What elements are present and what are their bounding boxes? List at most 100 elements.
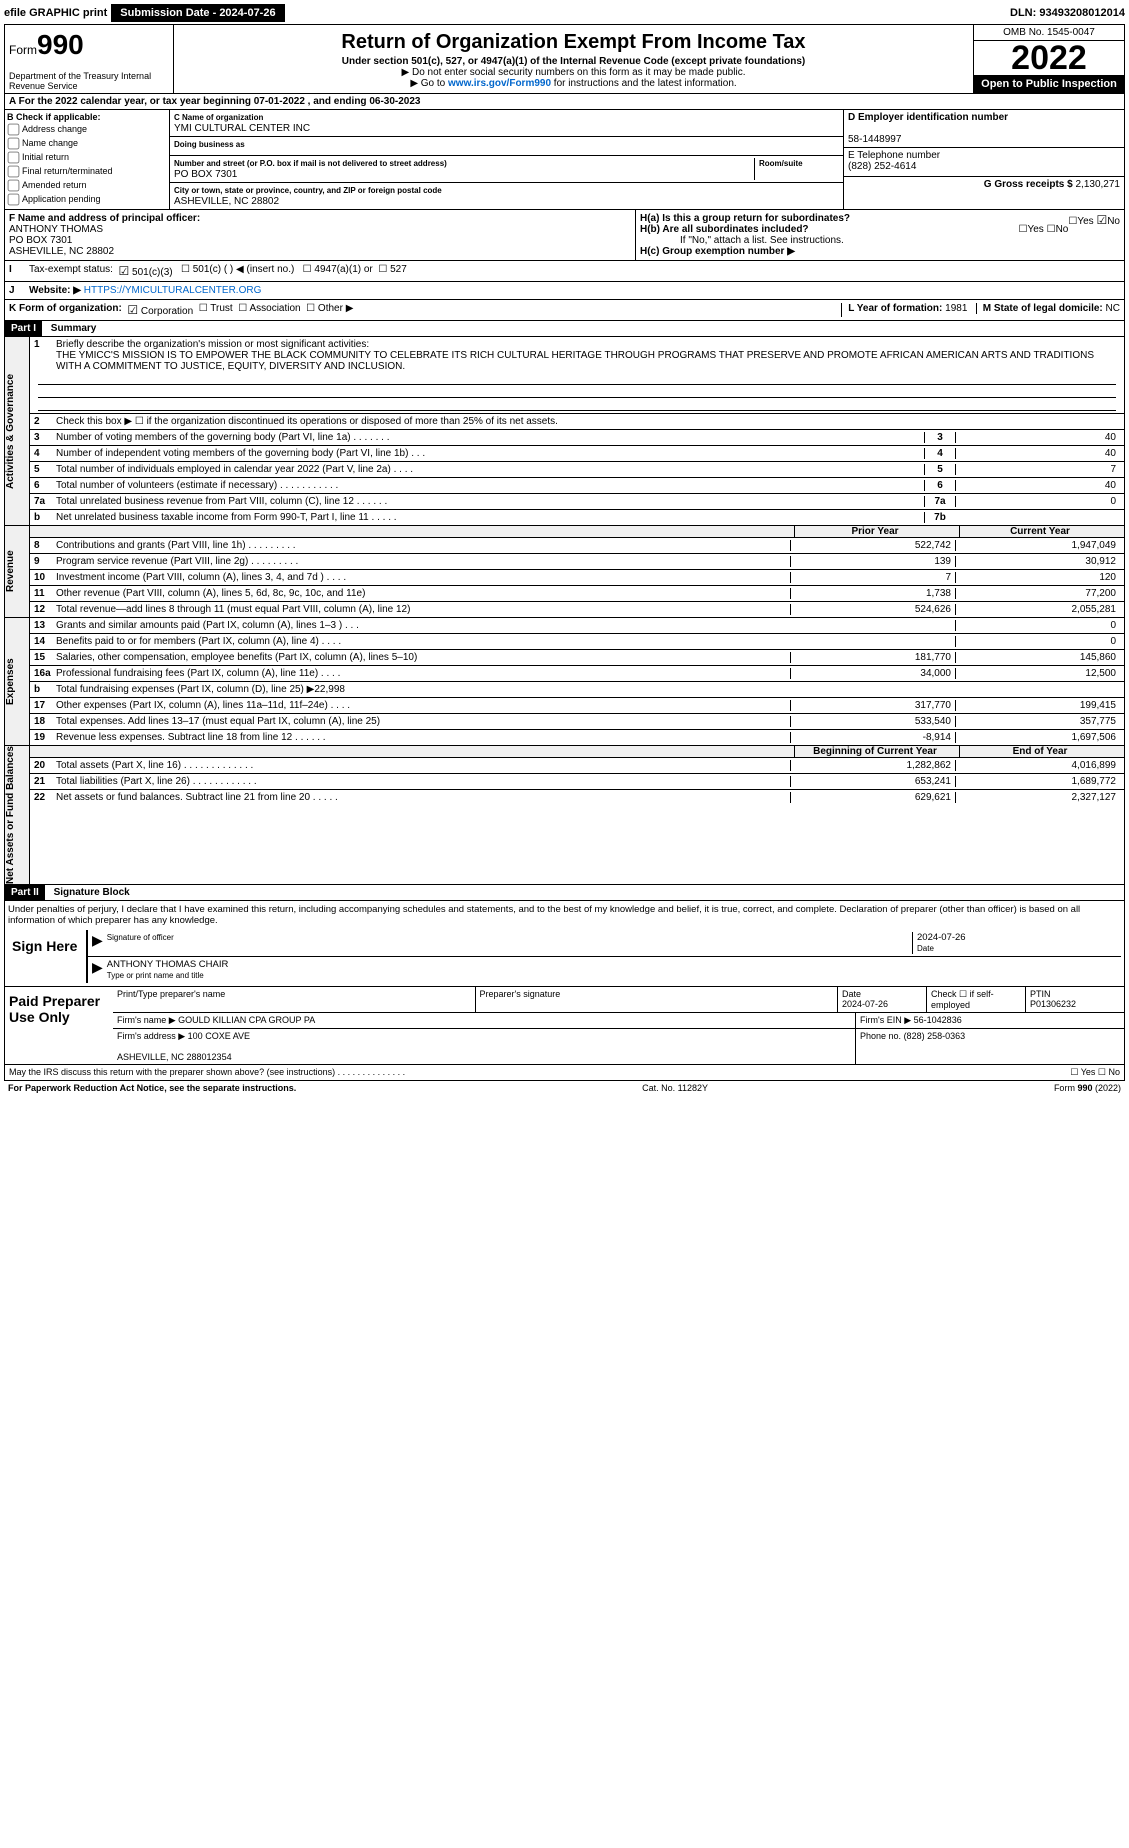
summary-line: 21Total liabilities (Part X, line 26) . … — [30, 774, 1124, 790]
submission-date-button[interactable]: Submission Date - 2024-07-26 — [111, 4, 284, 22]
vtab-netassets: Net Assets or Fund Balances — [5, 746, 30, 884]
vtab-expenses: Expenses — [5, 618, 30, 745]
summary-line: 12Total revenue—add lines 8 through 11 (… — [30, 602, 1124, 617]
header-left: Form990 Department of the Treasury Inter… — [5, 25, 174, 93]
summary-governance: Activities & Governance 1Briefly describ… — [4, 337, 1125, 526]
summary-line: 3Number of voting members of the governi… — [30, 430, 1124, 446]
summary-line: 9Program service revenue (Part VIII, lin… — [30, 554, 1124, 570]
summary-expenses: Expenses 13Grants and similar amounts pa… — [4, 618, 1125, 746]
col-deg: D Employer identification number58-14489… — [843, 110, 1124, 209]
org-name: YMI CULTURAL CENTER INC — [174, 123, 310, 134]
form-footer: Form 990 (2022) — [1054, 1083, 1121, 1093]
header-mid: Return of Organization Exempt From Incom… — [174, 25, 973, 93]
chk-final[interactable]: Final return/terminated — [7, 165, 167, 178]
goto-note: ▶ Go to www.irs.gov/Form990 for instruct… — [178, 78, 969, 89]
col-b: B Check if applicable: Address change Na… — [5, 110, 170, 209]
prep-label: Paid Preparer Use Only — [5, 987, 113, 1064]
summary-line: bNet unrelated business taxable income f… — [30, 510, 1124, 525]
summary-line: 5Total number of individuals employed in… — [30, 462, 1124, 478]
summary-line: 2Check this box ▶ ☐ if the organization … — [30, 414, 1124, 430]
firm-name: GOULD KILLIAN CPA GROUP PA — [178, 1015, 315, 1025]
section-f-h: F Name and address of principal officer:… — [4, 210, 1125, 261]
k-assoc[interactable]: ☐ Association — [238, 303, 300, 317]
header: Form990 Department of the Treasury Inter… — [4, 24, 1125, 94]
ptin: P01306232 — [1030, 999, 1076, 1009]
firm-ein: 56-1042836 — [914, 1015, 962, 1025]
summary-line: 11Other revenue (Part VIII, column (A), … — [30, 586, 1124, 602]
vtab-governance: Activities & Governance — [5, 337, 30, 525]
footer-row: For Paperwork Reduction Act Notice, see … — [4, 1081, 1125, 1095]
row-a: A For the 2022 calendar year, or tax yea… — [4, 94, 1125, 110]
summary-line: bTotal fundraising expenses (Part IX, co… — [30, 682, 1124, 698]
summary-line: 20Total assets (Part X, line 16) . . . .… — [30, 758, 1124, 774]
summary-line: 4Number of independent voting members of… — [30, 446, 1124, 462]
chk-address[interactable]: Address change — [7, 123, 167, 136]
summary-line: 22Net assets or fund balances. Subtract … — [30, 790, 1124, 805]
chk-initial[interactable]: Initial return — [7, 151, 167, 164]
discuss-yn[interactable]: ☐ Yes ☐ No — [1070, 1067, 1120, 1078]
discuss-row: May the IRS discuss this return with the… — [4, 1065, 1125, 1081]
form-subtitle: Under section 501(c), 527, or 4947(a)(1)… — [178, 56, 969, 67]
firm-phone: (828) 258-0363 — [904, 1031, 966, 1041]
summary-line: 17Other expenses (Part IX, column (A), l… — [30, 698, 1124, 714]
header-right: OMB No. 1545-0047 2022 Open to Public In… — [973, 25, 1124, 93]
form-title: Return of Organization Exempt From Incom… — [178, 31, 969, 54]
sign-date: 2024-07-26 — [917, 932, 966, 943]
summary-line: 7aTotal unrelated business revenue from … — [30, 494, 1124, 510]
col-f: F Name and address of principal officer:… — [5, 210, 636, 260]
open-public: Open to Public Inspection — [974, 75, 1124, 93]
summary-line: 16aProfessional fundraising fees (Part I… — [30, 666, 1124, 682]
tax-status-501c3[interactable]: ☑ 501(c)(3) — [118, 264, 172, 278]
summary-netassets: Net Assets or Fund Balances Beginning of… — [4, 746, 1125, 885]
website-link[interactable]: HTTPS://YMICULTURALCENTER.ORG — [84, 285, 262, 296]
officer: ANTHONY THOMAS PO BOX 7301 ASHEVILLE, NC… — [9, 224, 114, 257]
chk-amended[interactable]: Amended return — [7, 179, 167, 192]
part2-header: Part II Signature Block — [4, 885, 1125, 901]
summary-line: 15Salaries, other compensation, employee… — [30, 650, 1124, 666]
ha-yn[interactable]: ☐Yes ☑No — [1068, 213, 1120, 227]
ein: 58-1448997 — [848, 134, 901, 145]
mission-text: THE YMICC'S MISSION IS TO EMPOWER THE BL… — [34, 350, 1120, 372]
row-i: I Tax-exempt status: ☑ 501(c)(3) ☐ 501(c… — [4, 261, 1125, 282]
chk-app-pending[interactable]: Application pending — [7, 193, 167, 206]
city: ASHEVILLE, NC 28802 — [174, 196, 279, 207]
hb-yn[interactable]: ☐Yes ☐No — [1019, 224, 1069, 235]
phone: (828) 252-4614 — [848, 161, 916, 172]
dept-treasury: Department of the Treasury Internal Reve… — [9, 71, 173, 91]
col-c: C Name of organizationYMI CULTURAL CENTE… — [170, 110, 843, 209]
summary-line: 10Investment income (Part VIII, column (… — [30, 570, 1124, 586]
summary-line: 19Revenue less expenses. Subtract line 1… — [30, 730, 1124, 745]
tax-status-527[interactable]: ☐ 527 — [378, 264, 406, 278]
col-h: H(a) Is this a group return for subordin… — [636, 210, 1124, 260]
ssn-note: ▶ Do not enter social security numbers o… — [178, 67, 969, 78]
chk-name[interactable]: Name change — [7, 137, 167, 150]
vtab-revenue: Revenue — [5, 526, 30, 617]
street: PO BOX 7301 — [174, 169, 237, 180]
summary-line: 6Total number of volunteers (estimate if… — [30, 478, 1124, 494]
row-k: K Form of organization: ☑ Corporation ☐ … — [4, 300, 1125, 321]
summary-line: 13Grants and similar amounts paid (Part … — [30, 618, 1124, 634]
signature-block: Under penalties of perjury, I declare th… — [4, 901, 1125, 987]
form-number: 990 — [37, 29, 84, 60]
irs-link[interactable]: www.irs.gov/Form990 — [448, 78, 551, 89]
col-b-header: B Check if applicable: — [7, 112, 101, 122]
row-j: J Website: ▶ HTTPS://YMICULTURALCENTER.O… — [4, 282, 1125, 300]
perjury-decl: Under penalties of perjury, I declare th… — [8, 904, 1121, 926]
efile-label: efile GRAPHIC print — [4, 7, 107, 19]
summary-line: 18Total expenses. Add lines 13–17 (must … — [30, 714, 1124, 730]
officer-name: ANTHONY THOMAS CHAIR — [107, 959, 229, 970]
cat-no: Cat. No. 11282Y — [642, 1083, 708, 1093]
gross-receipts: 2,130,271 — [1076, 179, 1121, 190]
tax-year: 2022 — [974, 41, 1124, 75]
k-corp[interactable]: ☑ Corporation — [127, 303, 193, 317]
tax-status-4947[interactable]: ☐ 4947(a)(1) or — [303, 264, 373, 278]
k-trust[interactable]: ☐ Trust — [199, 303, 233, 317]
k-other[interactable]: ☐ Other ▶ — [306, 303, 353, 317]
summary-line: 8Contributions and grants (Part VIII, li… — [30, 538, 1124, 554]
paid-preparer: Paid Preparer Use Only Print/Type prepar… — [4, 987, 1125, 1065]
top-bar: efile GRAPHIC print Submission Date - 20… — [4, 4, 1125, 22]
tax-status-501c[interactable]: ☐ 501(c) ( ) ◀ (insert no.) — [181, 264, 294, 278]
sign-here-label: Sign Here — [8, 930, 86, 983]
summary-line: 14Benefits paid to or for members (Part … — [30, 634, 1124, 650]
section-b-to-g: B Check if applicable: Address change Na… — [4, 110, 1125, 210]
